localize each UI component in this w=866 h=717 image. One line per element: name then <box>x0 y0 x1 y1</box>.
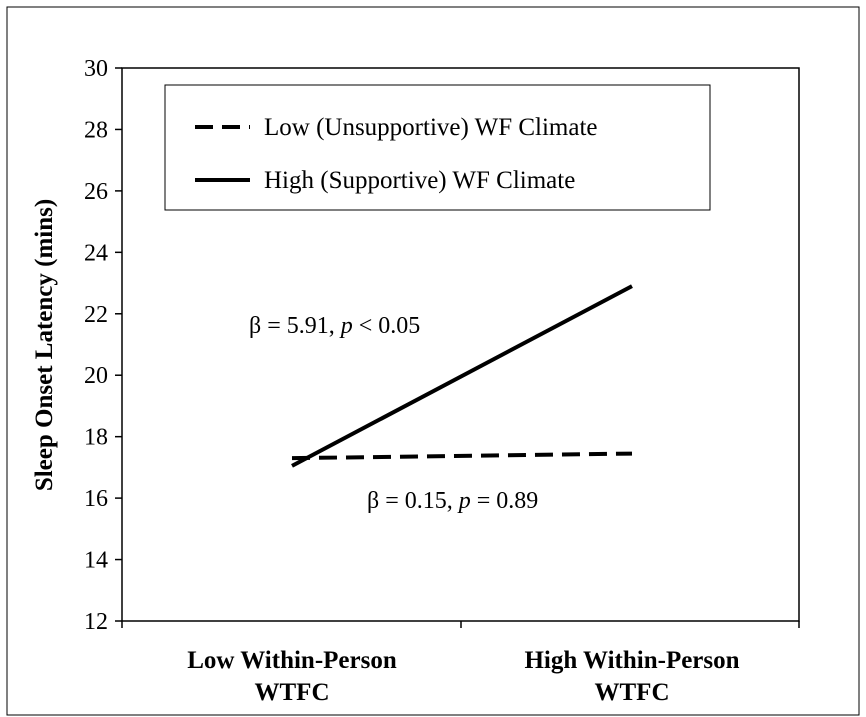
y-tick-label: 12 <box>84 609 108 635</box>
legend-label: Low (Unsupportive) WF Climate <box>264 114 598 141</box>
y-tick-label: 14 <box>84 548 108 574</box>
x-category-label: High Within-Person <box>524 647 739 674</box>
annotation-part: p <box>457 488 471 514</box>
y-axis: 12 14 16 18 20 22 24 26 28 30 <box>84 56 122 635</box>
legend: Low (Unsupportive) WF Climate High (Suppo… <box>164 84 711 211</box>
y-tick-label: 30 <box>84 56 108 82</box>
annotation-part: p <box>339 313 353 339</box>
y-tick-label: 18 <box>84 425 108 451</box>
y-tick-label: 20 <box>84 363 108 389</box>
series-line-low-climate <box>291 451 633 461</box>
y-tick-label: 22 <box>84 302 108 328</box>
x-axis: Low Within-Person WTFC High Within-Person W… <box>121 621 800 706</box>
annotation-part: β = 5.91, <box>249 313 341 339</box>
y-tick-label: 24 <box>84 240 108 266</box>
x-category-label: WTFC <box>595 679 670 706</box>
y-tick-label: 26 <box>84 179 108 205</box>
annotation-part: β = 0.15, <box>367 488 459 514</box>
annotation-part: < 0.05 <box>353 313 421 339</box>
y-tick-label: 16 <box>84 486 108 512</box>
legend-box <box>164 84 711 211</box>
annotation-text: β = 0.15, p = 0.89 <box>367 488 538 514</box>
annotation-text: β = 5.91, p < 0.05 <box>249 313 420 339</box>
annotation-part: = 0.89 <box>471 488 539 514</box>
annotations: β = 5.91, p < 0.05 β = 0.15, p = 0.89 <box>249 313 538 514</box>
y-tick-label: 28 <box>84 117 108 143</box>
series-line-high-climate <box>291 284 633 468</box>
x-category-label: WTFC <box>255 679 330 706</box>
series-layer <box>291 284 633 468</box>
x-category-label: Low Within-Person <box>187 647 397 674</box>
y-axis-label: Sleep Onset Latency (mins) <box>31 199 58 491</box>
legend-label: High (Supportive) WF Climate <box>264 167 575 194</box>
